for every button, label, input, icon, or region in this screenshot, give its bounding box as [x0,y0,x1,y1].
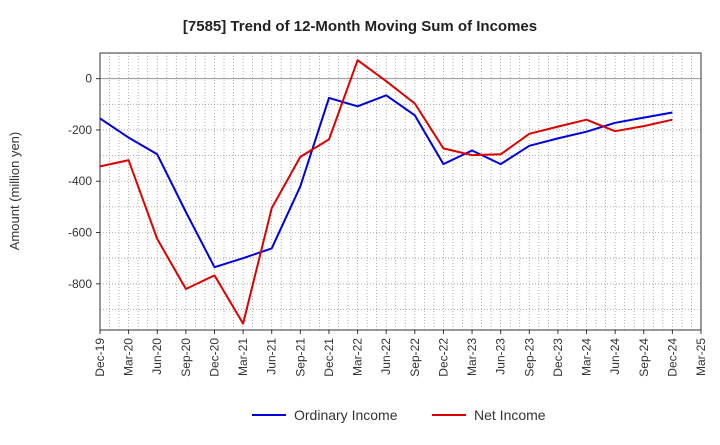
x-tick-label: Sep-23 [522,338,536,377]
y-tick-label: 0 [85,72,92,86]
y-axis-ticks: 0 -200 -400 -600 -800 [68,72,100,291]
x-tick-label: Dec-19 [93,338,107,377]
x-axis-ticks: Dec-19 Mar-20 Jun-20 Sep-20 Dec-20 Mar-21 Jun-… [93,330,708,377]
x-tick-label: Jun-24 [608,338,622,375]
x-tick-label: Mar-22 [351,338,365,376]
x-tick-label: Dec-20 [207,338,221,377]
x-tick-label: Jun-22 [379,338,393,375]
y-tick-label: -400 [68,174,92,188]
x-tick-label: Dec-24 [665,338,679,377]
x-tick-label: Mar-25 [694,338,708,376]
x-tick-label: Jun-23 [494,338,508,375]
x-tick-label: Dec-21 [322,338,336,377]
legend-label-ordinary-income: Ordinary Income [294,407,398,423]
chart-title: [7585] Trend of 12-Month Moving Sum of I… [183,18,537,35]
grid-layer [100,53,701,330]
legend-label-net-income: Net Income [474,407,546,423]
x-tick-label: Mar-23 [465,338,479,376]
x-tick-label: Jun-20 [150,338,164,375]
plot-frame [99,52,702,331]
x-tick-label: Sep-24 [637,338,651,377]
x-tick-label: Mar-21 [236,338,250,376]
x-tick-label: Dec-23 [551,338,565,377]
series-layer [99,59,673,325]
y-tick-label: -200 [68,123,92,137]
x-tick-label: Mar-24 [580,338,594,376]
series-line-ordinary-income [99,94,673,269]
y-tick-label: -600 [68,226,92,240]
series-line-net-income [99,59,673,325]
x-tick-label: Sep-21 [293,338,307,377]
x-tick-label: Sep-20 [179,338,193,377]
x-tick-label: Mar-20 [122,338,136,376]
y-axis-label: Amount (million yen) [7,132,22,251]
x-tick-label: Jun-21 [265,338,279,375]
legend: Ordinary Income Net Income [252,407,546,423]
x-tick-label: Sep-22 [408,338,422,377]
x-tick-label: Dec-22 [436,338,450,377]
y-tick-label: -800 [68,277,92,291]
